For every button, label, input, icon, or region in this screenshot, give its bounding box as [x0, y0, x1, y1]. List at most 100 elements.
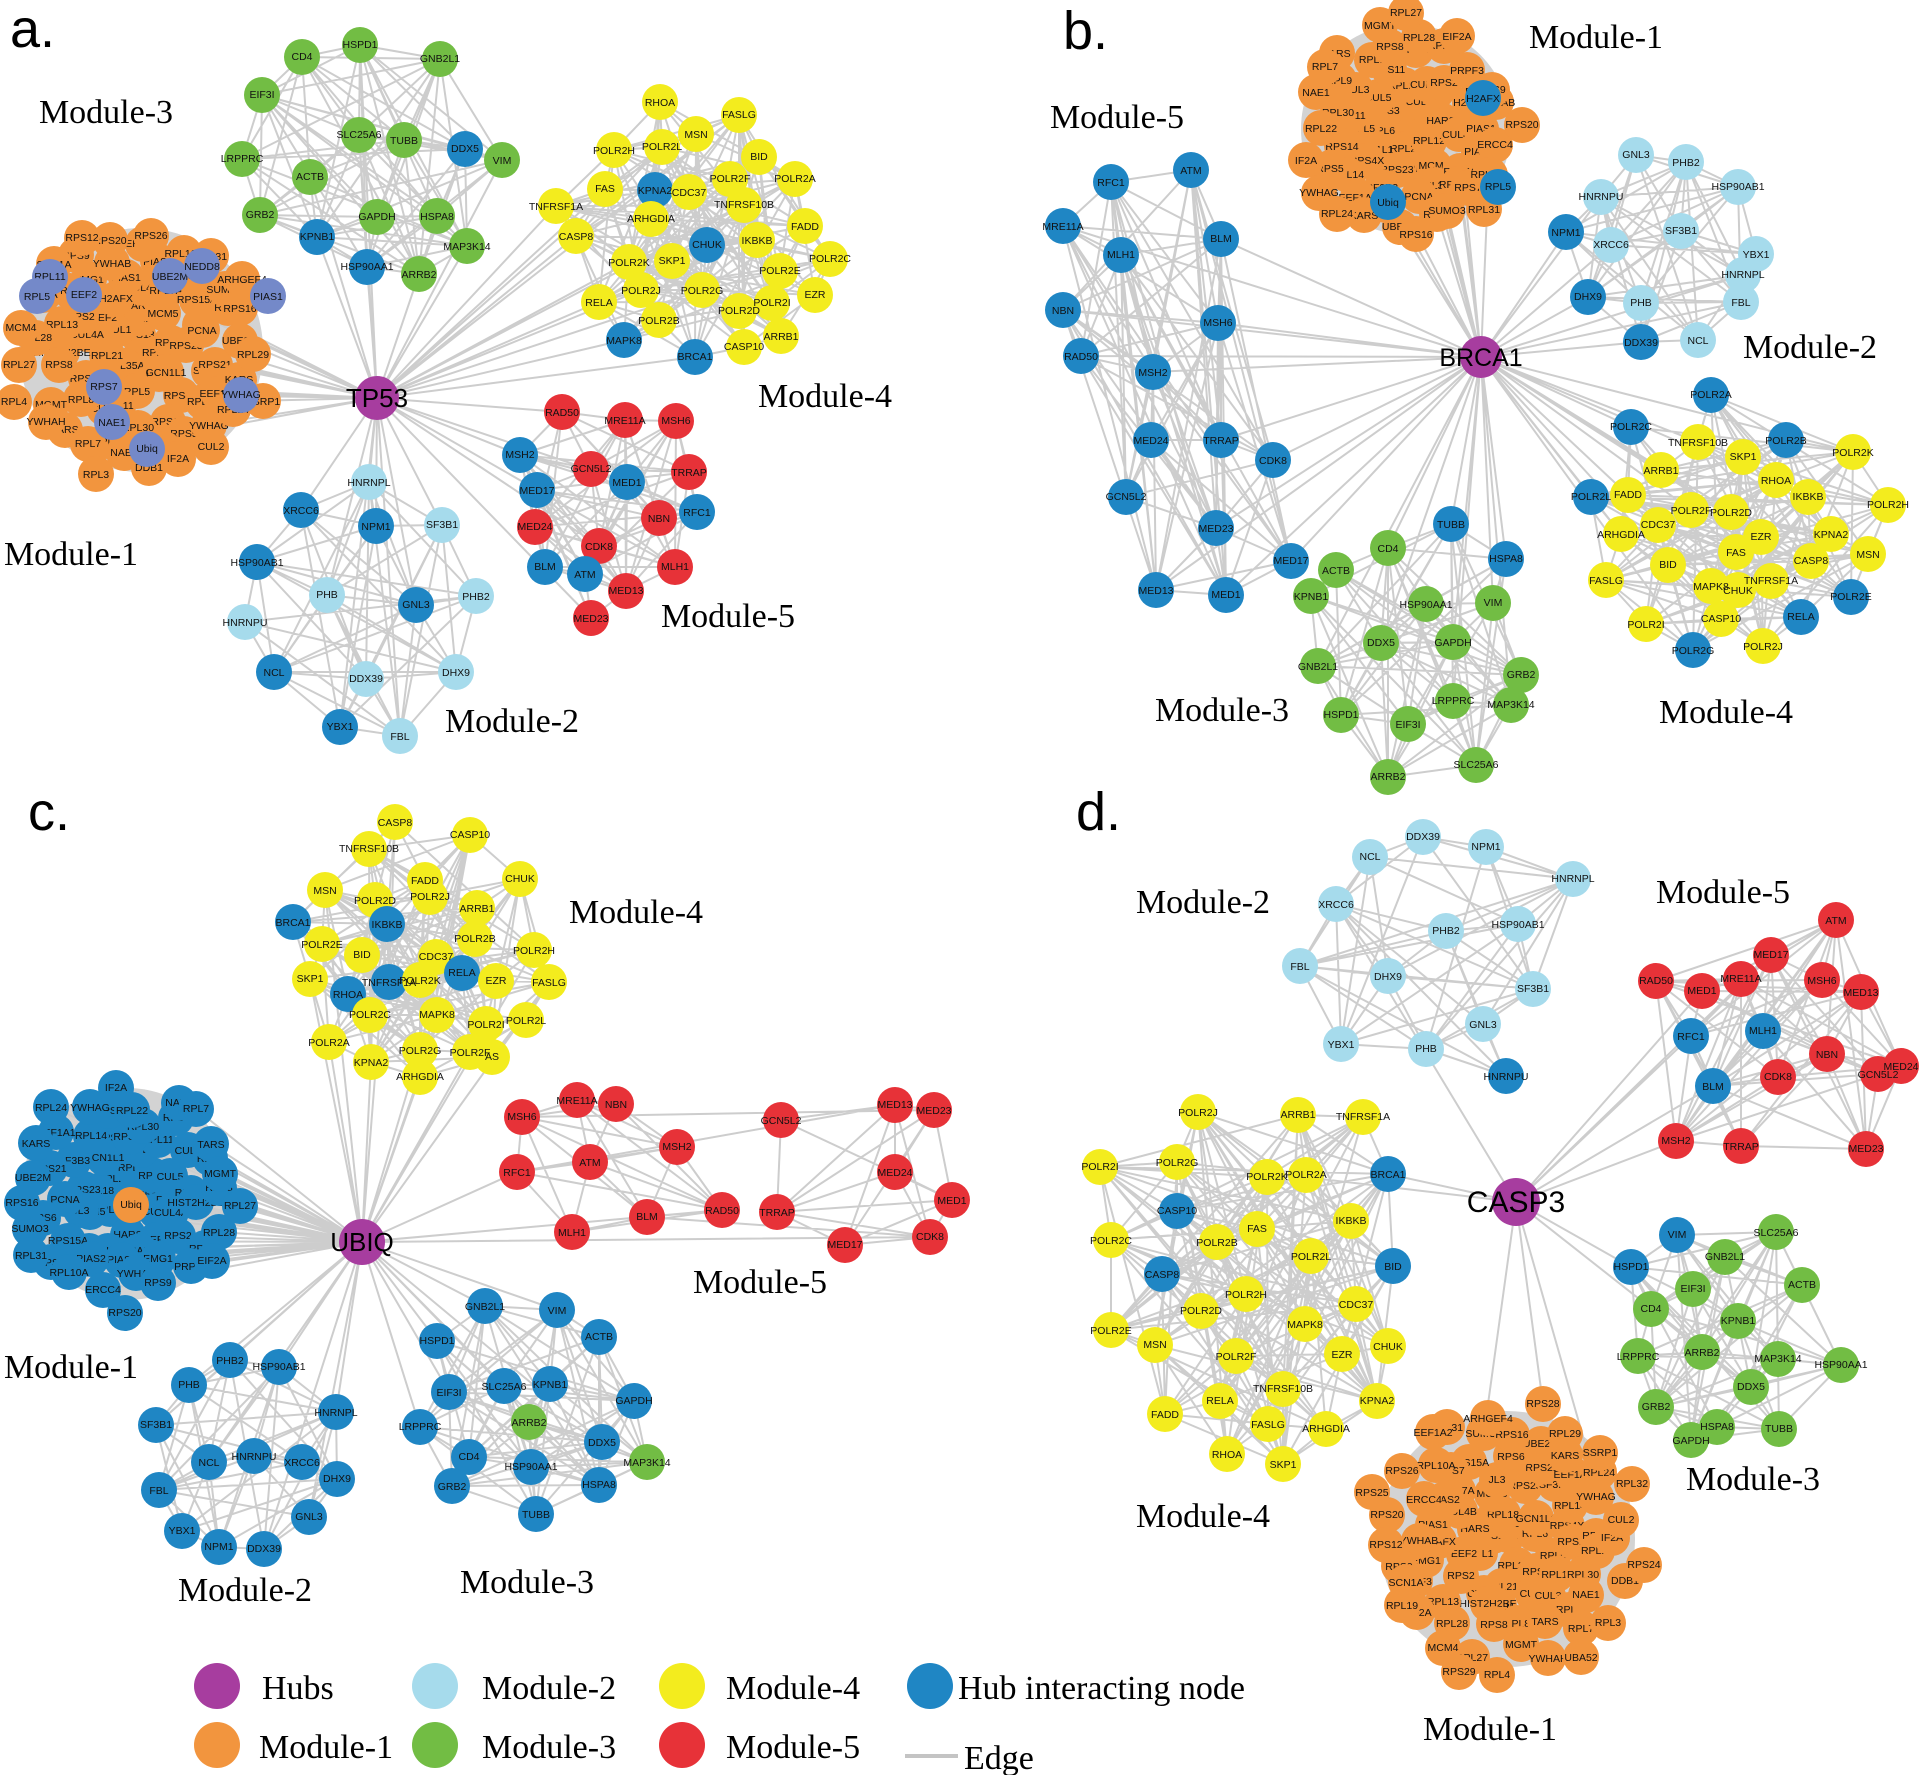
svg-text:YWHAG: YWHAG — [1576, 1491, 1616, 1503]
svg-text:MRE11A: MRE11A — [556, 1095, 597, 1107]
svg-text:RPL3: RPL3 — [83, 469, 109, 481]
svg-text:RPS15A: RPS15A — [177, 294, 217, 306]
svg-text:RPL31: RPL31 — [15, 1250, 47, 1262]
svg-text:RPL18: RPL18 — [1487, 1509, 1519, 1521]
svg-text:Module-1: Module-1 — [4, 1349, 138, 1386]
svg-text:ARRB1: ARRB1 — [1643, 465, 1678, 477]
svg-text:MED24: MED24 — [517, 521, 552, 533]
svg-text:RPS2: RPS2 — [1447, 1570, 1475, 1582]
svg-text:LRPPRC: LRPPRC — [1432, 695, 1475, 707]
svg-text:HSPD1: HSPD1 — [342, 39, 377, 51]
svg-text:Module-5: Module-5 — [693, 1264, 827, 1301]
svg-text:CUL4A: CUL4A — [154, 1207, 188, 1219]
svg-text:GCN5L2: GCN5L2 — [1858, 1069, 1899, 1081]
svg-text:GAPDH: GAPDH — [358, 211, 395, 223]
svg-text:YWHAG: YWHAG — [221, 389, 261, 401]
svg-text:FADD: FADD — [1614, 489, 1642, 501]
svg-text:CDK8: CDK8 — [1764, 1071, 1792, 1083]
svg-text:POLR2E: POLR2E — [301, 939, 342, 951]
svg-text:EIF3I: EIF3I — [436, 1387, 461, 1399]
svg-text:RPS6: RPS6 — [1497, 1451, 1525, 1463]
svg-text:POLR2J: POLR2J — [1743, 641, 1783, 653]
svg-text:CASP10: CASP10 — [1157, 1205, 1197, 1217]
svg-text:EIF3I: EIF3I — [249, 89, 274, 101]
svg-text:TUBB: TUBB — [522, 1509, 550, 1521]
svg-text:YWHAH: YWHAH — [1528, 1653, 1567, 1665]
svg-text:TNFRSF10B: TNFRSF10B — [339, 843, 399, 855]
svg-text:RPL27: RPL27 — [224, 1200, 256, 1212]
svg-text:MSH2: MSH2 — [1661, 1135, 1690, 1147]
svg-text:EMG1: EMG1 — [143, 1253, 173, 1265]
svg-text:FBL: FBL — [390, 731, 409, 743]
svg-text:BLM: BLM — [1210, 233, 1232, 245]
svg-text:PHB2: PHB2 — [1432, 925, 1460, 937]
svg-text:RPL13: RPL13 — [46, 319, 78, 331]
svg-text:MCM5: MCM5 — [148, 308, 179, 320]
svg-text:HSPD1: HSPD1 — [419, 1335, 454, 1347]
svg-text:RPS2: RPS2 — [164, 1230, 192, 1242]
svg-text:YBX1: YBX1 — [169, 1525, 196, 1537]
svg-text:LRPPRC: LRPPRC — [221, 153, 264, 165]
svg-text:BRCA1: BRCA1 — [275, 917, 310, 929]
svg-text:MED17: MED17 — [827, 1239, 862, 1251]
svg-text:CASP8: CASP8 — [1145, 1269, 1180, 1281]
svg-text:CDK8: CDK8 — [585, 541, 613, 553]
svg-text:BLM: BLM — [534, 561, 556, 573]
svg-text:DDX5: DDX5 — [451, 143, 479, 155]
svg-text:MAP3K14: MAP3K14 — [1754, 1353, 1801, 1365]
svg-text:RPL5: RPL5 — [24, 291, 50, 303]
svg-text:CASP8: CASP8 — [378, 817, 413, 829]
svg-text:MED17: MED17 — [519, 485, 554, 497]
svg-text:MED24: MED24 — [1133, 435, 1168, 447]
svg-text:IF2A: IF2A — [167, 453, 189, 465]
svg-text:UBA52: UBA52 — [1564, 1652, 1597, 1664]
svg-text:EIF3I: EIF3I — [1395, 719, 1420, 731]
svg-text:RPL28: RPL28 — [203, 1227, 235, 1239]
svg-text:POLR2C: POLR2C — [349, 1009, 391, 1021]
svg-text:NCL: NCL — [198, 1457, 219, 1469]
svg-text:RAD50: RAD50 — [1639, 975, 1673, 987]
svg-text:TARS: TARS — [1531, 1616, 1558, 1628]
svg-text:POLR2L: POLR2L — [506, 1015, 546, 1027]
svg-text:HNRNPL: HNRNPL — [1721, 269, 1764, 281]
svg-text:YBX1: YBX1 — [327, 721, 354, 733]
svg-text:RPS29: RPS29 — [1442, 1666, 1475, 1678]
svg-text:RPL27: RPL27 — [1390, 7, 1422, 19]
svg-text:Module-4: Module-4 — [1136, 1498, 1270, 1535]
svg-text:POLR2B: POLR2B — [638, 315, 679, 327]
svg-text:POLR2H: POLR2H — [1225, 1289, 1267, 1301]
svg-text:MED1: MED1 — [1211, 589, 1240, 601]
svg-text:MRE11A: MRE11A — [1720, 973, 1761, 985]
svg-text:RPS28: RPS28 — [1526, 1398, 1559, 1410]
svg-text:POLR2F: POLR2F — [1216, 1351, 1257, 1363]
svg-text:FASLG: FASLG — [532, 977, 566, 989]
svg-text:RPL11: RPL11 — [1541, 1569, 1572, 1581]
svg-text:POLR2J: POLR2J — [410, 891, 450, 903]
svg-text:MED13: MED13 — [1138, 585, 1173, 597]
svg-text:FADD: FADD — [791, 221, 819, 233]
svg-text:RPL24: RPL24 — [1321, 208, 1353, 220]
svg-text:CHUK: CHUK — [692, 239, 722, 251]
svg-text:RFC1: RFC1 — [1677, 1031, 1705, 1043]
svg-text:PCNA: PCNA — [187, 325, 216, 337]
svg-text:MSH6: MSH6 — [507, 1111, 536, 1123]
svg-text:ATM: ATM — [574, 569, 595, 581]
svg-text:AS: AS — [485, 1051, 499, 1063]
svg-text:CD4: CD4 — [458, 1451, 479, 1463]
svg-text:POLR2B: POLR2B — [1765, 435, 1806, 447]
svg-text:XRCC6: XRCC6 — [283, 505, 319, 517]
svg-text:YWHAB: YWHAB — [93, 258, 132, 270]
svg-text:ARRB2: ARRB2 — [1370, 771, 1405, 783]
svg-text:POLR2C: POLR2C — [809, 253, 851, 265]
svg-text:SF3B1: SF3B1 — [1517, 983, 1549, 995]
svg-text:ACTB: ACTB — [1322, 565, 1350, 577]
svg-text:MED1: MED1 — [1687, 985, 1716, 997]
svg-text:PHB2: PHB2 — [216, 1355, 244, 1367]
svg-text:YWHAG: YWHAG — [1299, 187, 1339, 199]
svg-text:FBL: FBL — [149, 1485, 168, 1497]
svg-text:TARS: TARS — [197, 1139, 224, 1151]
svg-text:HNRNPU: HNRNPU — [232, 1451, 277, 1463]
svg-text:GNL3: GNL3 — [402, 599, 430, 611]
svg-text:NPM1: NPM1 — [1471, 841, 1500, 853]
svg-text:CDC37: CDC37 — [1641, 519, 1676, 531]
